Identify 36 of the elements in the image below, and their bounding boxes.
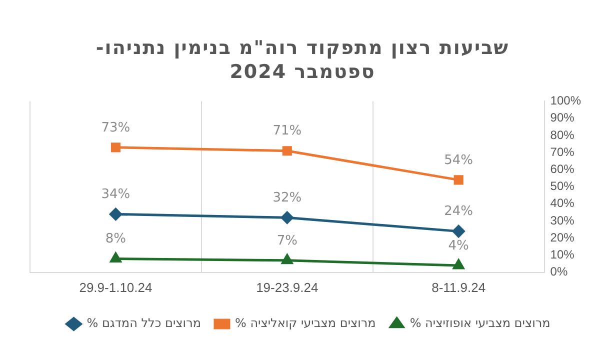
legend-label: % מרוצים מצביעי אופוזיציה xyxy=(410,316,550,330)
point xyxy=(282,254,293,264)
y-tick-label: 100% xyxy=(550,94,582,108)
data-label: 8% xyxy=(105,232,126,247)
point xyxy=(280,211,294,224)
point xyxy=(109,208,122,220)
point xyxy=(454,175,464,185)
data-label: 54% xyxy=(444,152,474,168)
data-label: 4% xyxy=(448,238,469,254)
y-tick-label: 50% xyxy=(550,179,575,194)
legend-label: % מרוצים כלל המדגם xyxy=(86,316,201,330)
x-tick-label: 8-11.9.24 xyxy=(432,280,486,295)
data-label: 73% xyxy=(101,120,130,136)
x-tick-label: 19-23.9.24 xyxy=(256,280,318,295)
point xyxy=(282,146,292,156)
data-label: 71% xyxy=(272,124,302,139)
point xyxy=(110,142,121,152)
point xyxy=(110,252,122,262)
y-tick-label: 90% xyxy=(550,110,575,125)
data-label: 32% xyxy=(272,190,302,206)
y-tick-label: 10% xyxy=(550,248,575,262)
point xyxy=(453,259,464,270)
chart-title: שביעות רצון מתפקוד רוה"מ בנימין נתניהו- ספטמבר 2024 xyxy=(94,36,510,84)
data-label: 34% xyxy=(101,187,130,202)
y-tick-label: 0% xyxy=(550,264,568,279)
point xyxy=(452,225,465,238)
x-tick-label: 29.9-1.10.24 xyxy=(79,280,152,295)
y-tick-label: 60% xyxy=(550,162,575,176)
legend-label: % מרוצים מצביעי קואליציה xyxy=(234,316,376,330)
y-tick-label: 80% xyxy=(550,128,575,142)
y-tick-label: 30% xyxy=(550,213,575,228)
y-tick-label: 40% xyxy=(550,196,575,210)
y-tick-label: 20% xyxy=(550,230,575,244)
data-label: 24% xyxy=(444,204,474,220)
y-tick-label: 70% xyxy=(550,144,575,159)
data-label: 7% xyxy=(276,233,298,248)
